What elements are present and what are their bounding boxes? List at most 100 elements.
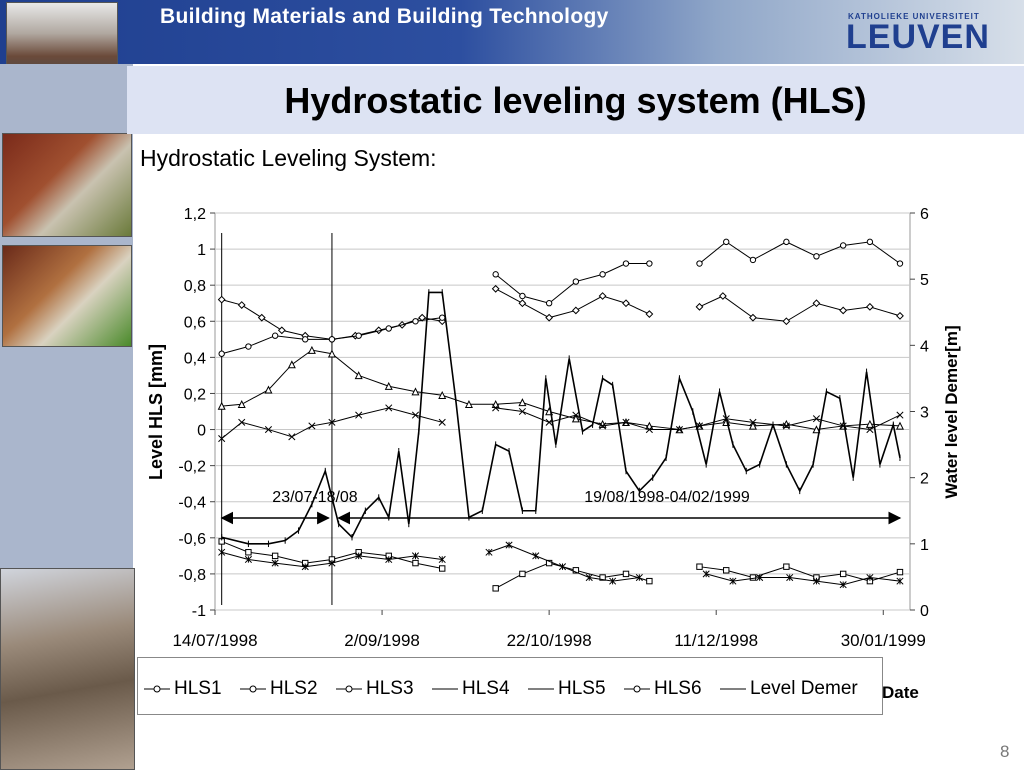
data-point-hls3 (865, 419, 874, 428)
y-axis-label: Level HLS [mm] (146, 344, 166, 480)
data-point-hls6 (302, 336, 309, 343)
data-point-hls1 (695, 302, 704, 311)
data-point-hls3 (895, 421, 904, 430)
data-point-hls6 (271, 332, 279, 339)
data-point-hls3 (217, 401, 226, 410)
data-point-hls5 (385, 555, 393, 564)
data-point-hls4 (411, 411, 420, 419)
series-line-hls5 (706, 573, 901, 586)
legend-item: Level Demer (720, 678, 858, 700)
legend-label: HLS2 (270, 678, 318, 699)
data-point-hls4 (385, 404, 393, 412)
data-point-hls3 (571, 414, 580, 423)
x-axis-label: Date (882, 683, 919, 702)
data-point-hls2 (599, 574, 606, 581)
data-point-hls5 (355, 552, 363, 560)
data-point-hls4 (896, 411, 904, 419)
university-logo: LEUVEN (846, 18, 990, 56)
data-point-hls5 (702, 570, 710, 578)
legend-label: HLS4 (462, 678, 510, 699)
series-line-hls1 (699, 295, 901, 322)
data-point-hls2 (839, 570, 847, 578)
legend-item: HLS2 (240, 678, 318, 700)
data-point-hls1 (374, 326, 383, 335)
data-point-hls4 (782, 422, 790, 430)
data-point-hls6 (696, 260, 703, 267)
data-point-hls1 (257, 313, 266, 322)
data-point-hls4 (238, 418, 246, 426)
sensor-photo-2 (2, 245, 132, 347)
data-point-hls2 (271, 552, 279, 560)
data-point-hls3 (327, 349, 336, 358)
data-point-hls6 (545, 300, 553, 307)
slide-title: Hydrostatic leveling system (HLS) (284, 80, 867, 121)
data-point-hls4 (675, 425, 684, 434)
data-point-hls5 (729, 577, 737, 585)
data-point-hls4 (308, 422, 316, 430)
data-point-hls4 (812, 415, 820, 423)
data-point-hls5 (786, 573, 794, 582)
damaged-building-photo (0, 568, 135, 770)
data-point-hls6 (599, 271, 606, 278)
data-point-hls4 (518, 407, 526, 416)
chart-legend: HLS1 HLS2 HLS3 HLS4 HLS5 HLS6 Level Demer (137, 657, 883, 715)
data-point-hls6 (783, 238, 790, 246)
data-point-hls6 (749, 256, 757, 264)
legend-item: HLS1 (144, 678, 222, 700)
data-point-hls2 (412, 559, 419, 567)
y-tick-label: 0,8 (184, 278, 206, 295)
data-point-hls3 (518, 398, 527, 407)
data-point-hls1 (896, 311, 904, 320)
data-point-hls5 (301, 563, 309, 571)
data-point-hls3 (384, 381, 393, 390)
series-line-hls4 (221, 407, 443, 439)
data-point-hls6 (866, 238, 874, 246)
series-line-hls4 (495, 407, 901, 431)
legend-symbol (528, 688, 554, 690)
data-point-hls5 (411, 552, 420, 560)
header-banner: Building Materials and Building Technolo… (0, 0, 1024, 80)
y-tick-label: -0,4 (178, 495, 206, 512)
data-point-hls5 (558, 563, 567, 571)
data-point-hls3 (438, 390, 447, 399)
data-point-hls5 (896, 577, 904, 585)
data-point-hls4 (645, 425, 653, 434)
data-point-hls5 (635, 573, 643, 582)
y2-tick-label: 3 (920, 405, 929, 422)
data-point-hls6 (328, 336, 336, 343)
legend-symbol (720, 688, 746, 690)
y-tick-label: 1,2 (184, 206, 206, 223)
data-point-hls6 (355, 332, 362, 339)
data-point-hls5 (585, 573, 593, 582)
data-point-hls6 (245, 343, 252, 350)
x-tick-label: 30/01/1999 (841, 631, 926, 650)
data-point-hls6 (385, 325, 392, 332)
data-point-hls1 (622, 299, 630, 308)
legend-symbol (144, 685, 170, 693)
page-number: 8 (1000, 742, 1010, 761)
data-point-hls2 (783, 563, 790, 570)
data-point-hls4 (866, 425, 874, 434)
data-point-hls3 (812, 425, 821, 434)
data-point-hls2 (245, 549, 252, 556)
data-point-hls5 (271, 559, 279, 567)
data-point-hls2 (439, 565, 446, 572)
data-point-hls1 (217, 295, 226, 304)
data-point-hls4 (492, 404, 500, 412)
data-point-hls6 (492, 271, 499, 278)
title-band: Hydrostatic leveling system (HLS) (127, 66, 1024, 134)
data-point-hls2 (545, 559, 553, 567)
data-point-hls1 (237, 301, 246, 309)
legend-label: HLS6 (654, 678, 702, 699)
legend-symbol (432, 688, 458, 690)
data-point-hls4 (264, 425, 273, 434)
slide-subtitle: Hydrostatic Leveling System: (140, 145, 437, 171)
y-tick-label: -0,6 (178, 531, 206, 548)
data-point-hls4 (288, 433, 296, 441)
data-point-hls5 (438, 555, 446, 564)
legend-item: HLS4 (432, 678, 510, 700)
data-point-hls6 (723, 238, 730, 246)
data-point-hls4 (355, 411, 363, 419)
data-point-hls3 (748, 421, 757, 430)
data-point-hls4 (545, 418, 553, 426)
